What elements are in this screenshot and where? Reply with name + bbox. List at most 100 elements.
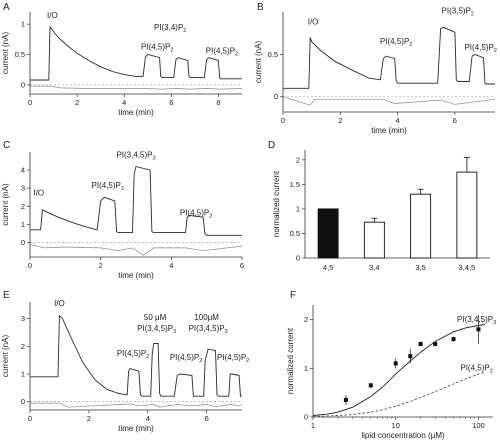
y-tick-label: 1 [21, 20, 25, 29]
annotation-label: PI(4,5)P2 [180, 208, 212, 219]
x-tick-label: 4 [396, 116, 400, 125]
panel-label-e: E [3, 290, 10, 301]
x-axis-label: time (min) [118, 108, 154, 117]
baseline-trace-line [30, 85, 243, 90]
annotation-label: I/O [33, 188, 44, 197]
category-label: 4,5 [323, 263, 333, 272]
data-point [408, 354, 413, 359]
panel-e-chart: 0 1 2 3 0 2 4 6 time (min) current (nA) I/O PI(4,5)… [1, 299, 249, 433]
fit-curve-label: PI(4,5)P2 [460, 364, 492, 375]
baseline-trace-line [29, 243, 243, 256]
annotation-label: PI(4,5)P2 [117, 349, 149, 360]
current-trace-line [30, 26, 242, 81]
annotation-label: PI(4,5)P2 [206, 46, 238, 57]
fit-curve [312, 371, 486, 417]
current-trace-line [283, 26, 495, 89]
annotation-label: 50 μM [144, 313, 167, 322]
y-tick-label: 0.5 [290, 229, 300, 238]
y-tick-label: 0.5 [268, 50, 278, 59]
fit-curve [312, 324, 486, 416]
bar-3-4-5 [456, 171, 478, 259]
y-tick-label: 1 [304, 364, 308, 373]
x-axis-label: time (min) [371, 126, 407, 135]
y-tick-label: 1 [21, 370, 25, 379]
panel-label-a: A [3, 2, 10, 13]
bar-3-5 [410, 193, 432, 259]
data-point [368, 383, 373, 388]
y-axis-label: current (nA) [1, 32, 10, 75]
current-trace-line [30, 314, 242, 397]
y-tick-label: 0 [21, 238, 25, 247]
y-tick-label: 0.5 [15, 50, 25, 59]
x-tick-label: 6 [240, 261, 244, 270]
category-label: 3,5 [415, 263, 425, 272]
y-tick-label: 2 [296, 155, 300, 164]
y-tick-label: 1.5 [290, 180, 300, 189]
x-tick-label: 2 [75, 98, 79, 107]
annotation-label: 100μM [194, 313, 219, 322]
annotation-label: PI(4,5)P2 [217, 353, 249, 364]
y-tick-label: 3 [21, 314, 25, 323]
x-tick-label: 1 [311, 421, 315, 430]
x-tick-label: 4 [169, 261, 173, 270]
panel-c-chart: 0 1 2 3 4 0 2 4 6 time (min) current (nA) I/O PI(4,5… [1, 150, 244, 280]
baseline-trace-line [282, 96, 496, 106]
y-axis-label: normalized current [272, 170, 281, 237]
annotation-label: PI(3,4,5)P3 [189, 324, 228, 335]
x-tick-label: 4 [146, 414, 150, 423]
data-point [418, 341, 423, 346]
data-point [343, 397, 348, 402]
x-tick-label: 4 [122, 98, 126, 107]
y-tick-label: 2 [304, 315, 308, 324]
x-tick-label: 10 [392, 421, 400, 430]
x-tick-label: 0 [28, 414, 32, 423]
x-tick-label: 2 [87, 414, 91, 423]
data-point [476, 327, 481, 332]
y-tick-label: 3 [21, 184, 25, 193]
annotation-label: I/O [54, 299, 65, 308]
x-tick-label: 0 [28, 261, 32, 270]
bar-3-4 [363, 221, 385, 259]
annotation-label: PI(3,4,5)P3 [116, 150, 155, 161]
x-tick-label: 100 [472, 421, 485, 430]
category-label: 3,4 [369, 263, 379, 272]
annotation-label: PI(4,5)P2 [92, 181, 124, 192]
panel-d-chart: 0 0.5 1 1.5 2 normalized current 4,5 3,4 3,5 3,4,… [272, 150, 490, 272]
panel-a-chart: 0 0.5 1 0 2 4 6 8 time (min) current (nA) I/O PI(3,… [1, 11, 243, 117]
y-tick-label: 2 [21, 202, 25, 211]
data-point [451, 337, 456, 342]
y-axis-label: current (nA) [254, 41, 263, 84]
y-axis-label: current (nA) [1, 335, 10, 378]
bar-4-5 [317, 208, 339, 259]
y-axis-label: current (nA) [1, 183, 10, 226]
y-tick-label: 2 [21, 342, 25, 351]
x-tick-label: 2 [99, 261, 103, 270]
data-point [433, 341, 438, 346]
current-trace-line [30, 165, 242, 236]
y-tick-label: 1 [21, 220, 25, 229]
category-label: 3,4,5 [459, 263, 476, 272]
y-tick-label: 0 [21, 397, 25, 406]
panel-label-c: C [3, 140, 10, 151]
x-axis-label: time (min) [118, 424, 154, 433]
y-tick-label: 1 [296, 204, 300, 213]
y-tick-label: 0 [21, 80, 25, 89]
fit-curve-label: PI(3,4,5)P3 [457, 315, 496, 326]
x-tick-label: 2 [338, 116, 342, 125]
annotation-label: PI(3,4)P2 [154, 23, 186, 34]
x-tick-label: 8 [216, 98, 220, 107]
annotation-label: PI(3,4,5)P3 [137, 324, 176, 335]
annotation-label: I/O [47, 11, 58, 20]
y-tick-label: 0 [304, 413, 308, 422]
panel-label-d: D [268, 140, 275, 151]
baseline-trace-line [30, 402, 243, 408]
annotation-label: PI(4,5)P2 [464, 43, 496, 54]
x-tick-label: 6 [205, 414, 209, 423]
x-axis-label: lipid concentration (μM) [361, 431, 445, 440]
y-tick-label: 0 [296, 254, 300, 263]
y-axis-label: normalized current [286, 327, 295, 394]
panel-label-b: B [257, 2, 264, 13]
data-point [393, 361, 398, 366]
